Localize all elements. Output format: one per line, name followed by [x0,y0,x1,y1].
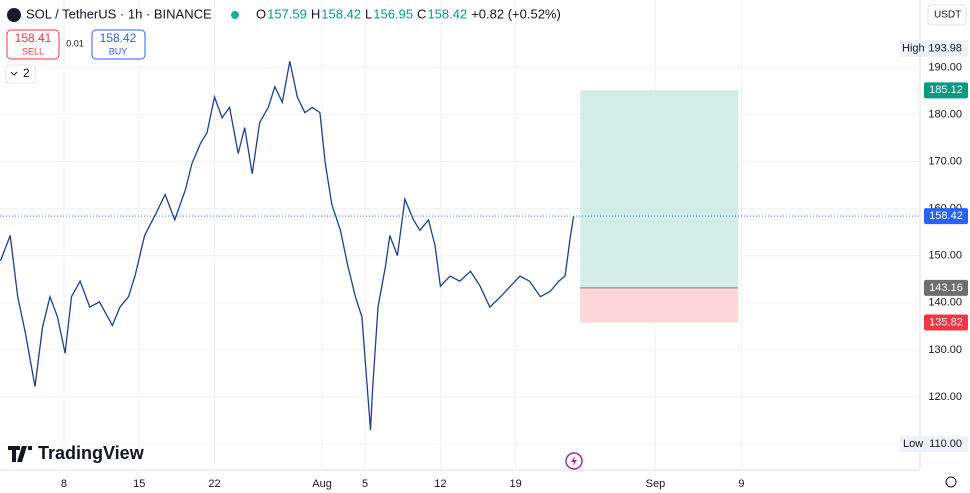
events-icon[interactable] [565,452,583,470]
y-tick-label: 170.00 [928,155,962,167]
brand: TradingView [38,443,145,463]
ohlc-value: 158.42 [321,6,361,21]
target-badge [924,82,968,99]
ohlc-value: 157.59 [267,6,307,21]
x-tick-label: 22 [208,478,220,490]
x-tick-label: 8 [61,478,67,490]
y-tick-label: 120.00 [928,391,962,403]
ohlc-value: 156.95 [373,6,413,21]
sell-button[interactable] [6,29,60,60]
y-tick-label: 180.00 [928,108,962,120]
plot [0,0,920,470]
target-label: 185.12 [929,84,963,96]
x-tick-label: Aug [312,478,332,490]
ohlc-key: H [311,6,320,21]
indicators-toggle[interactable] [5,64,36,84]
spread: 0.01 [66,38,84,48]
y-tick-label: 150.00 [928,250,962,262]
x-tick-label: 15 [133,478,145,490]
y-tick-label: 190.00 [928,61,962,73]
symbol: SOL / TetherUS · 1h · BINANCE [26,6,212,21]
currency: USDT [934,10,961,21]
y-tick-label: 140.00 [928,297,962,309]
bolt [571,456,577,466]
sell-label: SELL [22,46,44,56]
buy-button[interactable] [91,29,146,60]
symbol-icon [7,8,21,22]
high-bg [900,40,968,57]
last-price-label: 158.42 [929,210,963,222]
sell-price: 158.41 [15,31,52,45]
x-tick-label: 19 [510,478,522,490]
market-status [231,11,239,19]
buy-label: BUY [109,46,128,56]
low-text: Low [903,438,923,450]
x-tick-label: Sep [646,478,666,490]
stop-badge [924,314,968,331]
entry-badge [924,279,968,296]
x-tick-label: 5 [362,478,368,490]
high-text: High [902,43,925,55]
ohlc-key: C [417,6,426,21]
indicators-count: 2 [23,66,30,80]
low-value: 110.00 [929,438,962,450]
ohlc-value: 158.42 [427,6,467,21]
profit-zone [580,90,739,288]
y-tick-label: 130.00 [928,344,962,356]
stop-label: 135.82 [929,316,963,328]
last-price-badge [924,208,968,225]
currency-select[interactable] [927,4,967,26]
low-bg [900,436,968,453]
x-tick-label: 9 [738,478,744,490]
ohlc-key: L [365,6,372,21]
loss-zone [580,287,739,323]
settings-icon[interactable] [945,476,957,488]
x-tick-label: 12 [434,478,446,490]
ohlc: O 157.59 H 158.42 L 156.95 C 158.42 [256,6,467,21]
buy-price: 158.42 [100,31,137,45]
price-line [0,61,575,431]
entry-label: 143.16 [929,282,963,294]
ohlc-key: O [256,6,266,21]
high-value: 193.98 [928,43,962,55]
chevron-icon [10,71,18,76]
brand-logo [8,446,32,462]
change: +0.82 (+0.52%) [471,6,561,21]
